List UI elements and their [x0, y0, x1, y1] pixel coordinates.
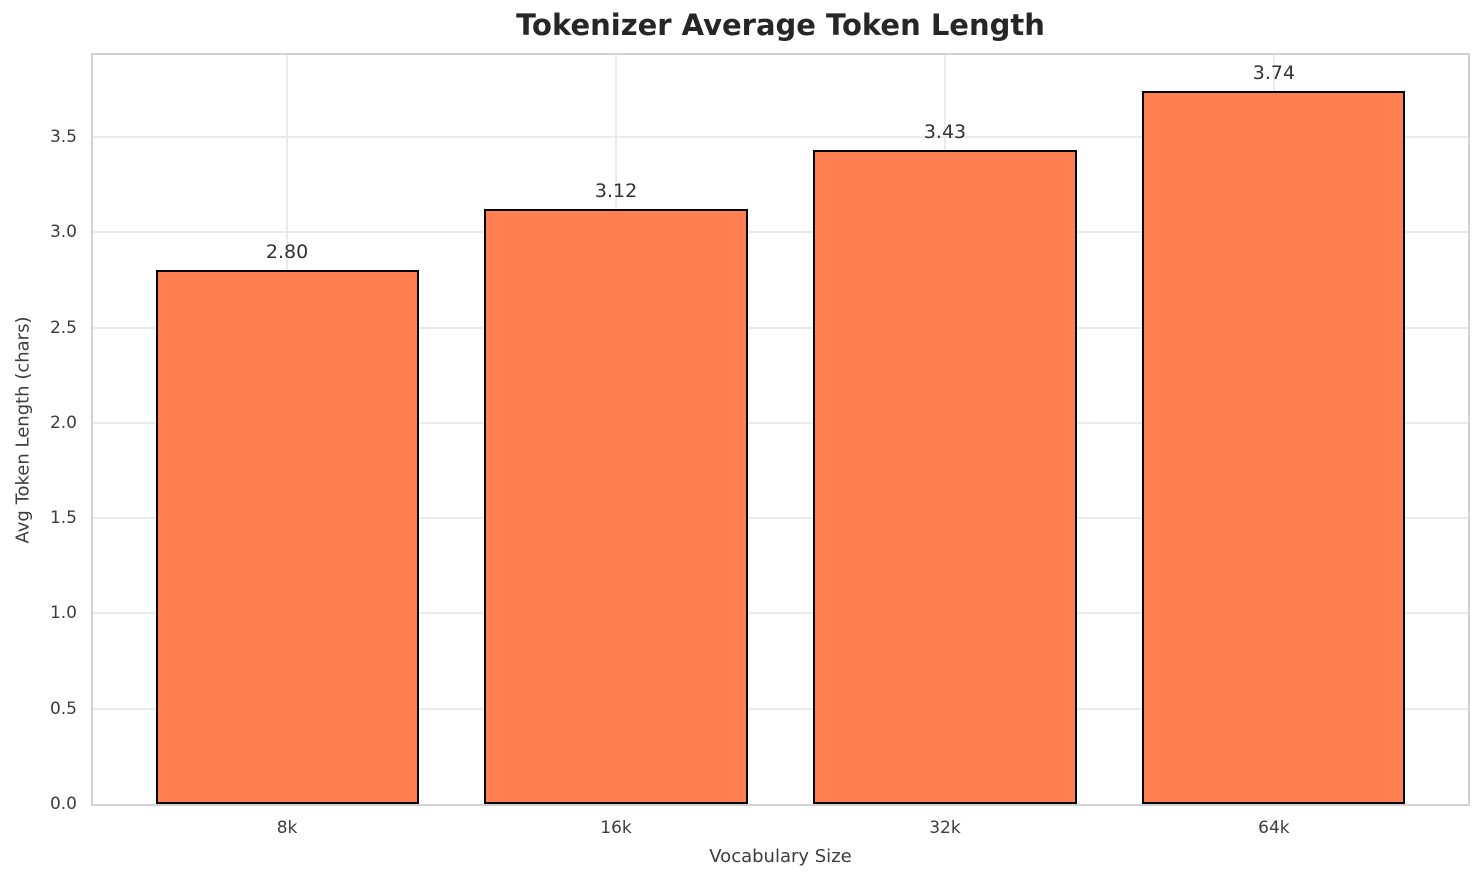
- h-gridline: [93, 135, 1468, 138]
- bar-value-label: 3.12: [594, 180, 638, 203]
- y-tick-label: 1.5: [49, 508, 77, 529]
- y-tick-label: 2.0: [49, 412, 77, 433]
- h-gridline: [93, 612, 1468, 615]
- x-tick-label: 32k: [929, 818, 961, 838]
- h-gridline: [93, 421, 1468, 424]
- plot-area: 0.0 0.5 1.0 1.5 2.0 2.5 3.0 3.5 2.80 8k 3.12 16k 3.4…: [50, 53, 1470, 838]
- x-axis-label: Vocabulary Size: [709, 846, 852, 867]
- x-tick-label: 64k: [1258, 818, 1290, 838]
- bar-value-label: 3.43: [923, 121, 967, 144]
- h-gridline: [93, 326, 1468, 329]
- h-gridline: [93, 517, 1468, 520]
- h-gridline: [93, 231, 1468, 234]
- y-tick-label: 3.0: [49, 222, 77, 243]
- bar-16k: [484, 209, 748, 804]
- y-tick-label: 2.5: [49, 317, 77, 338]
- bar-64k: [1142, 91, 1406, 804]
- y-tick-label: 0.5: [49, 698, 77, 719]
- x-tick-label: 16k: [600, 818, 632, 838]
- y-tick-label: 0.0: [49, 794, 77, 814]
- y-tick-label: 3.5: [49, 126, 77, 147]
- x-tick-label: 8k: [276, 818, 298, 838]
- h-gridline: [93, 707, 1468, 710]
- chart-title: Tokenizer Average Token Length: [516, 8, 1045, 42]
- bar-32k: [813, 150, 1077, 804]
- bar-value-label: 2.80: [265, 241, 309, 264]
- bar-8k: [155, 270, 419, 804]
- bar-value-label: 3.74: [1252, 62, 1296, 85]
- y-tick-label: 1.0: [49, 603, 77, 624]
